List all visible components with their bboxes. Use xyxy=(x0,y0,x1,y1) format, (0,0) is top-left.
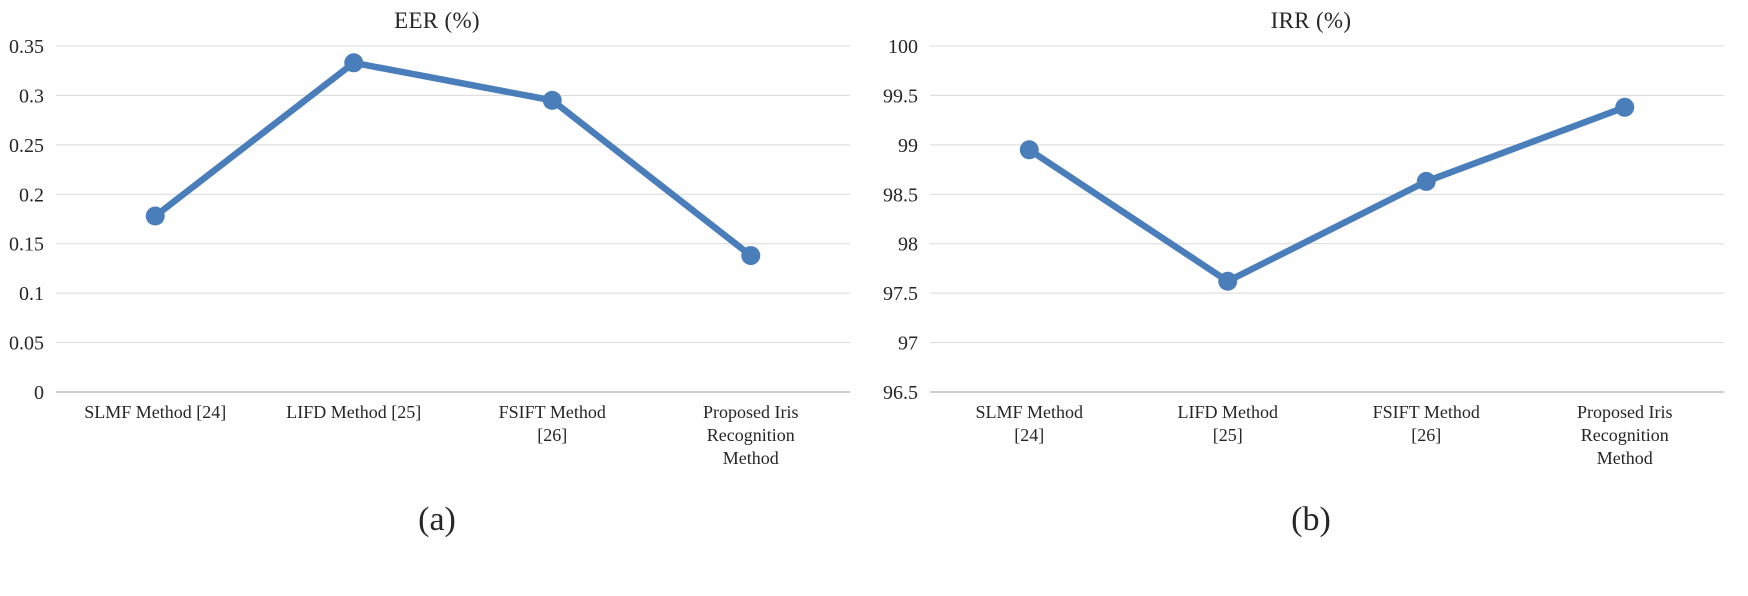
y-tick-label: 98 xyxy=(898,234,918,256)
y-axis-labels: 0 0.05 0.1 0.15 0.2 0.25 0.3 0.35 xyxy=(9,36,44,404)
y-tick-label: 99.5 xyxy=(883,85,918,107)
data-point-marker xyxy=(1416,171,1436,191)
data-point-marker xyxy=(344,53,364,73)
y-tick-label: 99 xyxy=(898,135,918,157)
y-tick-label: 96.5 xyxy=(883,382,918,404)
x-axis-label-line: Recognition xyxy=(707,425,795,445)
data-point-marker xyxy=(741,246,761,266)
y-tick-label: 0.3 xyxy=(19,85,44,107)
x-axis-labels: SLMF Method [24] LIFD Method [25] FSIFT Me… xyxy=(84,402,798,468)
x-axis-label-line: [24] xyxy=(1014,425,1044,445)
x-axis-label-line: Recognition xyxy=(1581,425,1669,445)
x-axis-label-line: LIFD Method [25] xyxy=(286,402,421,422)
data-point-marker xyxy=(1615,97,1635,117)
y-axis-labels: 96.5 97 97.5 98 98.5 99 99.5 100 xyxy=(883,36,918,404)
y-tick-label: 100 xyxy=(888,36,918,58)
x-axis-label-line: FSIFT Method xyxy=(499,402,606,422)
series-line xyxy=(152,59,754,259)
x-axis-label-line: [26] xyxy=(537,425,567,445)
y-tick-label: 98.5 xyxy=(883,184,918,206)
series-line xyxy=(1026,104,1628,285)
y-tick-label: 97.5 xyxy=(883,283,918,305)
subfigure-label-b: (b) xyxy=(1291,501,1331,538)
y-tick-label: 0.05 xyxy=(9,333,44,355)
x-axis-label-line: FSIFT Method xyxy=(1373,402,1480,422)
x-axis-labels: SLMF Method [24] LIFD Method [25] FSIFT Meth… xyxy=(975,402,1672,468)
x-axis-label-line: [25] xyxy=(1213,425,1243,445)
eer-chart-panel: EER (%) 0 0.05 0.1 0.15 0.2 0.25 0.3 0.35 SLMF M… xyxy=(9,8,850,538)
subfigure-label-a: (a) xyxy=(418,501,456,538)
x-axis-label-line: SLMF Method [24] xyxy=(84,402,226,422)
x-axis-label-line: Proposed Iris xyxy=(703,402,799,422)
data-point-markers xyxy=(145,53,761,266)
data-point-marker xyxy=(542,90,562,110)
y-tick-label: 0.2 xyxy=(19,184,44,206)
y-tick-label: 0.15 xyxy=(9,234,44,256)
x-axis-label-line: Method xyxy=(1597,448,1653,468)
x-axis-label-line: LIFD Method xyxy=(1178,402,1279,422)
irr-chart-panel: IRR (%) 96.5 97 97.5 98 98.5 99 99.5 100 SLMF Me… xyxy=(874,0,1748,596)
eer-chart-title: EER (%) xyxy=(394,8,480,33)
y-tick-label: 0 xyxy=(34,382,44,404)
data-point-marker xyxy=(1218,271,1238,291)
eer-line-chart: 0 0.05 0.1 0.15 0.2 0.25 0.3 0.35 SLMF Method [2… xyxy=(9,36,850,468)
data-point-marker xyxy=(145,206,165,226)
gridlines xyxy=(930,45,1724,393)
y-tick-label: 0.1 xyxy=(19,283,44,305)
data-point-markers xyxy=(1019,97,1635,291)
data-point-marker xyxy=(1019,140,1039,160)
y-tick-label: 0.25 xyxy=(9,135,44,157)
x-axis-label-line: SLMF Method xyxy=(975,402,1083,422)
x-axis-label-line: Method xyxy=(723,448,779,468)
y-tick-label: 0.35 xyxy=(9,36,44,58)
gridlines xyxy=(56,45,850,393)
x-axis-label-line: Proposed Iris xyxy=(1577,402,1673,422)
y-tick-label: 97 xyxy=(898,333,918,355)
irr-line-chart: 96.5 97 97.5 98 98.5 99 99.5 100 SLMF Method [24]… xyxy=(883,36,1724,468)
x-axis-label-line: [26] xyxy=(1411,425,1441,445)
irr-chart-title: IRR (%) xyxy=(1270,8,1352,33)
